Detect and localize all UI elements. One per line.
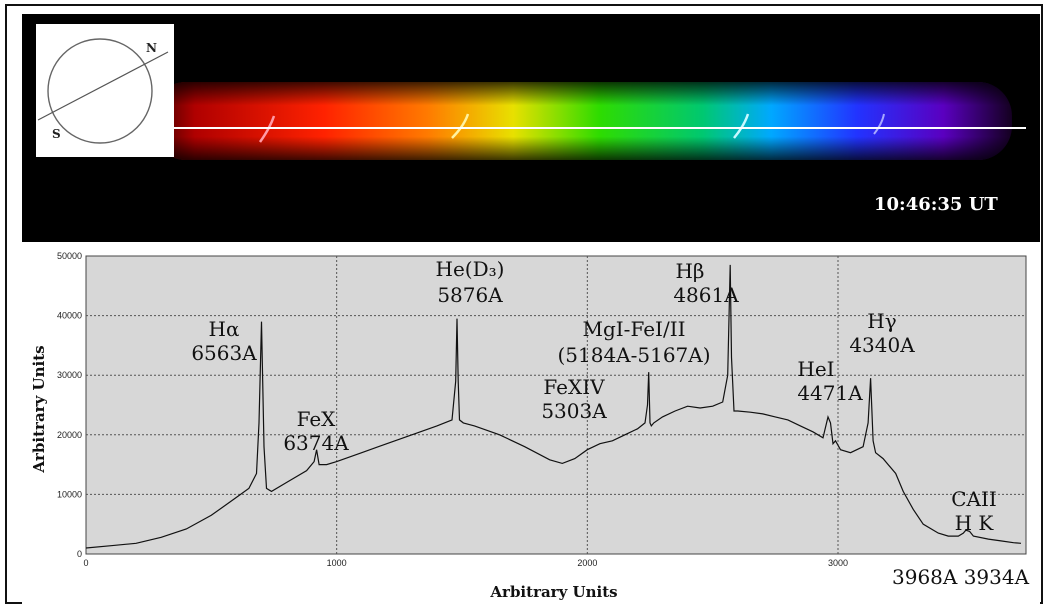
spectrum-line [85, 264, 1022, 549]
y-tick-label: 0 [77, 549, 82, 559]
svg-text:4340A: 4340A [849, 333, 915, 357]
grid-lines [86, 256, 1026, 554]
x-tick-label: 3000 [828, 558, 848, 568]
annotation-fexiv: FeXIV 5303A [541, 375, 607, 423]
svg-text:He(D₃): He(D₃) [436, 257, 505, 281]
spectrum-plot: 0 10000 20000 30000 40000 50000 0 1000 2000 3000… [22, 244, 1040, 604]
svg-text:FeX: FeX [297, 407, 337, 431]
annotation-he-d3: He(D₃) 5876A [436, 257, 505, 307]
y-tick-label: 50000 [57, 251, 82, 261]
x-tick-labels: 0 1000 2000 3000 [83, 558, 848, 568]
annotation-fex: FeX 6374A [283, 407, 349, 455]
annotation-hbeta: Hβ 4861A [673, 259, 739, 307]
svg-text:5876A: 5876A [437, 283, 503, 307]
svg-text:6563A: 6563A [191, 341, 257, 365]
annotation-caii-wavelengths: 3968A 3934A [892, 565, 1030, 589]
y-tick-label: 40000 [57, 311, 82, 321]
svg-text:4861A: 4861A [673, 283, 739, 307]
annotation-halpha: Hα 6563A [191, 317, 257, 365]
flash-spectrum-image: N S 10:46:35 UT [22, 14, 1040, 242]
y-axis-label: Arbitrary Units [30, 345, 48, 473]
x-axis-label: Arbitrary Units [489, 583, 617, 601]
svg-text:5303A: 5303A [541, 399, 607, 423]
svg-text:FeXIV: FeXIV [543, 375, 605, 399]
svg-text:MgI-FeI/II: MgI-FeI/II [583, 317, 686, 341]
annotation-caii: CAII H K [951, 487, 997, 535]
x-tick-label: 0 [83, 558, 88, 568]
north-label: N [146, 41, 157, 55]
annotation-mgi-fei: MgI-FeI/II (5184A-5167A) [557, 317, 710, 367]
svg-text:HeI: HeI [797, 357, 834, 381]
svg-text:CAII: CAII [951, 487, 997, 511]
svg-text:Hγ: Hγ [867, 309, 896, 333]
svg-text:Hβ: Hβ [675, 259, 704, 283]
svg-text:H K: H K [955, 511, 995, 535]
svg-text:(5184A-5167A): (5184A-5167A) [557, 343, 710, 367]
y-tick-label: 20000 [57, 430, 82, 440]
svg-text:6374A: 6374A [283, 431, 349, 455]
y-tick-labels: 0 10000 20000 30000 40000 50000 [57, 251, 82, 559]
x-tick-label: 2000 [577, 558, 597, 568]
emission-arc-hbeta [733, 113, 750, 139]
emission-arc-he [451, 113, 470, 139]
orientation-inset: N S [36, 24, 174, 157]
annotation-hei: HeI 4471A [797, 357, 863, 405]
svg-text:Hα: Hα [209, 317, 240, 341]
emission-arc-hgamma [873, 113, 885, 135]
timestamp: 10:46:35 UT [874, 194, 998, 215]
y-tick-label: 10000 [57, 489, 82, 499]
annotation-hgamma: Hγ 4340A [849, 309, 915, 357]
south-label: S [52, 127, 61, 141]
x-tick-label: 1000 [327, 558, 347, 568]
y-tick-label: 30000 [57, 370, 82, 380]
svg-text:4471A: 4471A [797, 381, 863, 405]
